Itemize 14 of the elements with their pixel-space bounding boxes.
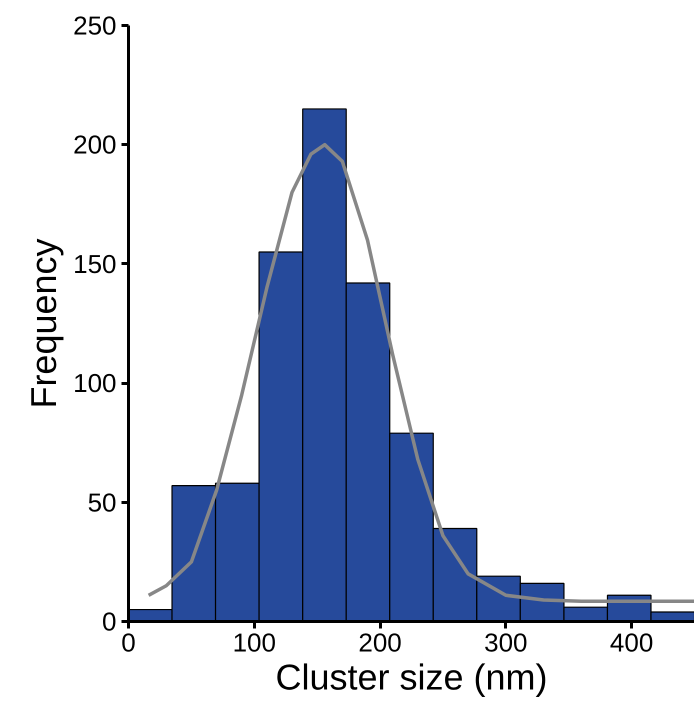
x-tick-label: 200: [358, 628, 402, 658]
y-tick-label: 0: [102, 606, 117, 636]
y-axis-title: Frequency: [23, 238, 64, 409]
y-tick-label: 50: [88, 487, 116, 518]
y-tick-label: 250: [73, 10, 117, 40]
x-axis-title: Cluster size (nm): [275, 656, 548, 698]
x-tick-label: 0: [121, 628, 136, 658]
x-tick-label: 400: [610, 628, 654, 658]
y-tick-label: 100: [73, 368, 117, 398]
line-series: [146, 142, 694, 603]
x-tick-label: 100: [232, 628, 276, 658]
x-tick-label: 300: [484, 628, 528, 658]
y-tick-label: 200: [73, 130, 117, 160]
y-tick-label: 150: [73, 248, 117, 279]
